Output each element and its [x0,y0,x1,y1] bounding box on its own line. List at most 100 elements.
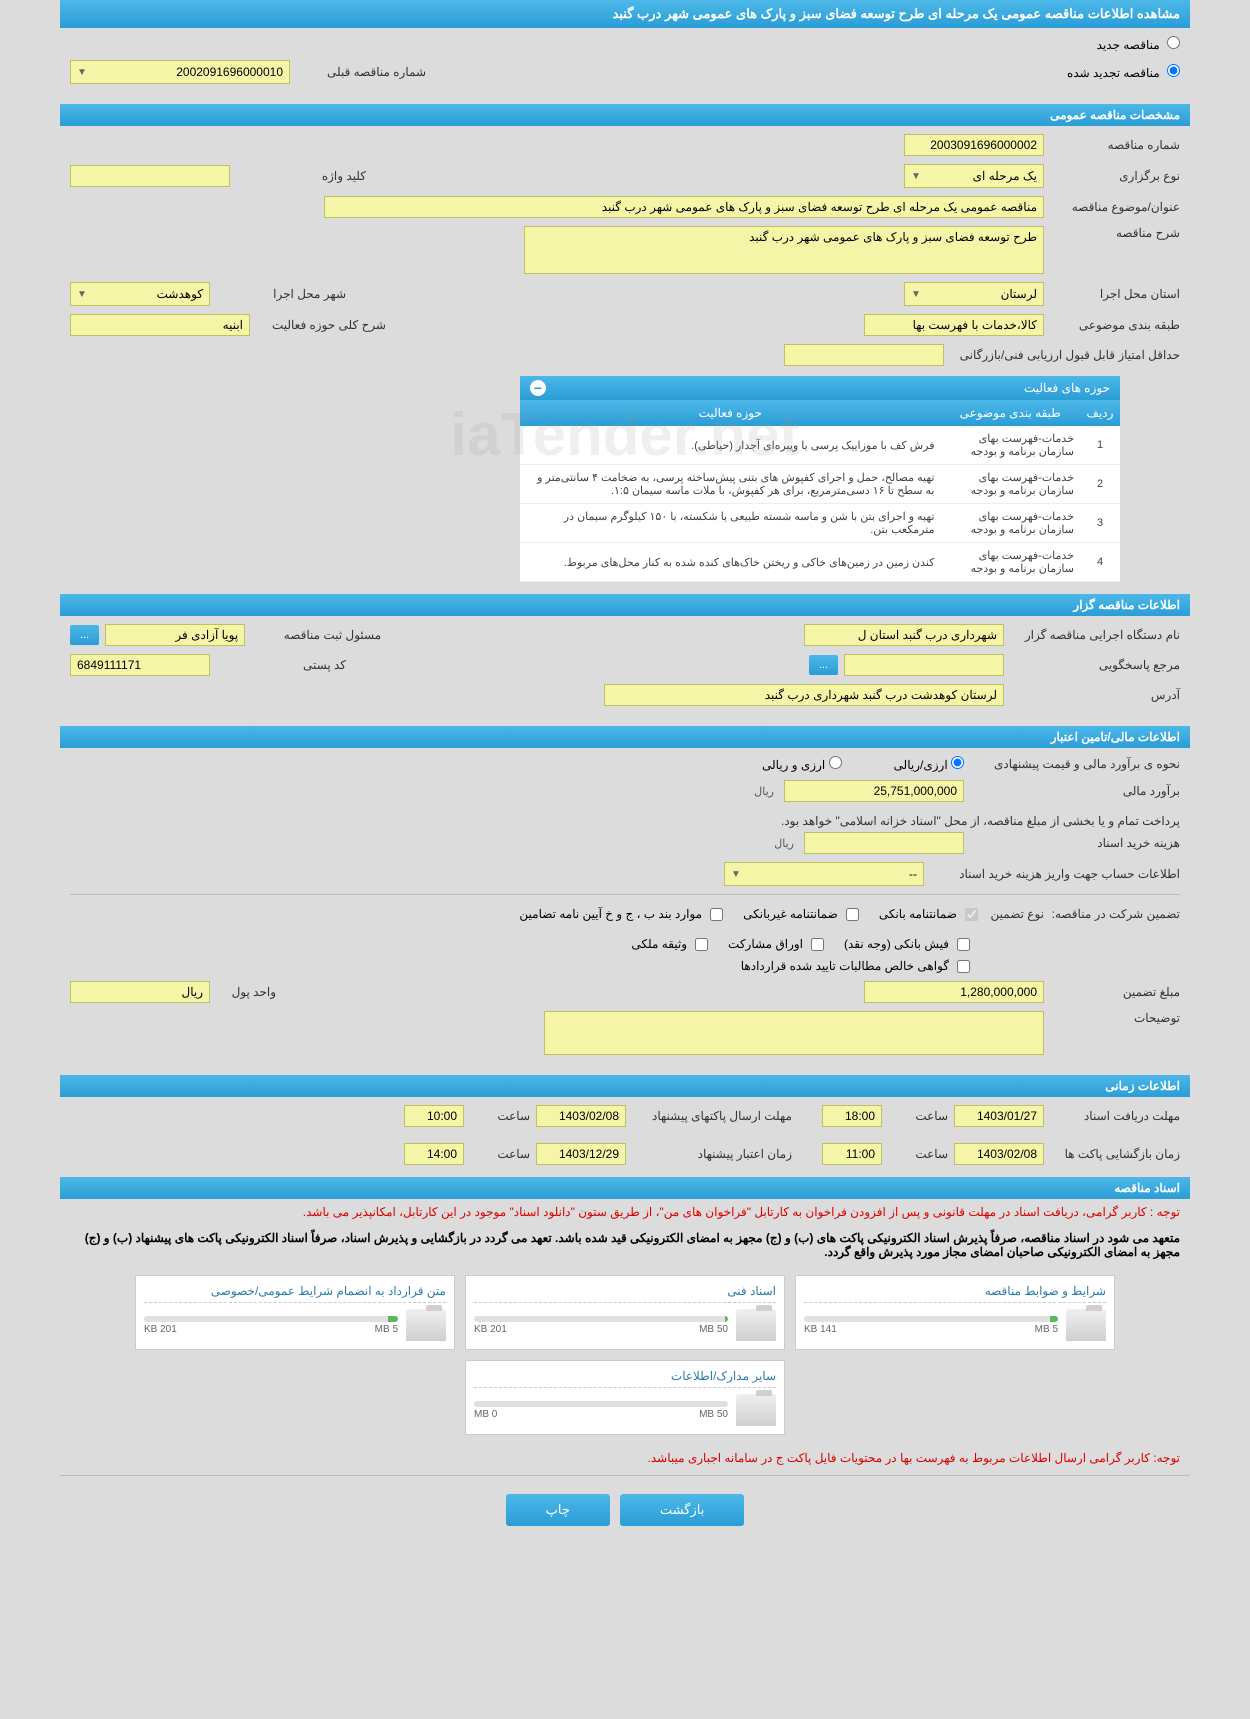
file-title: اسناد فنی [474,1284,776,1303]
account-select[interactable]: --▼ [724,862,924,886]
prev-tender-label: شماره مناقصه قبلی [296,65,426,79]
reg-officer: پویا آزادی فر [105,624,245,646]
section-docs: اسناد مناقصه [60,1177,1190,1199]
subject-label: عنوان/موضوع مناقصه [1050,200,1180,214]
table-row: 4خدمات-فهرست بهای سازمان برنامه و بودجهک… [520,543,1120,582]
ref-label: مرجع پاسخگویی [1010,658,1180,672]
submit-label: مهلت ارسال پاکتهای پیشنهاد [632,1109,792,1123]
guarantee-type-label: نوع تضمین [984,907,1044,921]
gopt6[interactable]: وثیقه ملکی [631,937,708,951]
file-card[interactable]: شرایط و ضوابط مناقصه 5 MB141 KB [795,1275,1115,1350]
keyword-label: کلید واژه [236,169,366,183]
valid-time: 14:00 [404,1143,464,1165]
section-time: اطلاعات زمانی [60,1075,1190,1097]
address-label: آدرس [1010,688,1180,702]
gopt5[interactable]: اوراق مشارکت [728,937,824,951]
estimate-label: برآورد مالی [970,784,1180,798]
cost [804,832,964,854]
table-row: 1خدمات-فهرست بهای سازمان برنامه و بودجهف… [520,426,1120,465]
deadline-label: مهلت دریافت اسناد [1050,1109,1180,1123]
ref-more-button[interactable]: ... [809,655,838,675]
reg-officer-label: مسئول ثبت مناقصه [251,628,381,642]
gopt1[interactable]: ضمانتنامه بانکی [879,907,978,921]
desc-label: شرح مناقصه [1050,226,1180,240]
activity-desc: ابنیه [70,314,250,336]
type-select[interactable]: یک مرحله ای▼ [904,164,1044,188]
g-amount: 1,280,000,000 [864,981,1044,1003]
min-score-label: حداقل امتیاز قابل قبول ارزیابی فنی/بازرگ… [950,348,1180,362]
print-button[interactable]: چاپ [506,1494,610,1526]
radio-renewed[interactable] [1167,64,1180,77]
col-act: حوزه فعالیت [520,400,940,426]
submit-time: 10:00 [404,1105,464,1127]
folder-icon [1066,1309,1106,1341]
notice-3: توجه: کاربر گرامی ارسال اطلاعات مربوط به… [60,1445,1190,1471]
col-cat: طبقه بندی موضوعی [940,400,1080,426]
open-label: زمان بازگشایی پاکت ها [1050,1147,1180,1161]
estimate: 25,751,000,000 [784,780,964,802]
gopt7[interactable]: گواهی خالص مطالبات تایید شده قراردادها [741,959,970,973]
time-lbl-4: ساعت [470,1147,530,1161]
postal-label: کد پستی [216,658,346,672]
file-card[interactable]: سایر مدارک/اطلاعات 50 MB0 MB [465,1360,785,1435]
g-unit: ریال [70,981,210,1003]
org-label: نام دستگاه اجرایی مناقصه گزار [1010,628,1180,642]
rial-radio-label[interactable]: ارزی/ریالی [894,756,964,772]
time-lbl-2: ساعت [470,1109,530,1123]
collapse-icon[interactable]: − [530,380,546,396]
radio-renewed-label[interactable]: مناقصه تجدید شده [1067,64,1180,80]
gopt3[interactable]: موارد بند ب ، ج و خ آیین نامه تضامین [519,907,723,921]
page-title: مشاهده اطلاعات مناقصه عمومی یک مرحله ای … [60,0,1190,28]
rial-unit-2: ریال [774,837,794,850]
activity-desc-label: شرح کلی حوزه فعالیت [256,318,386,332]
table-row: 2خدمات-فهرست بهای سازمان برنامه و بودجهت… [520,465,1120,504]
min-score [784,344,944,366]
valid-label: زمان اعتبار پیشنهاد [632,1147,792,1161]
rial-radio[interactable] [951,756,964,769]
province-select[interactable]: لرستان▼ [904,282,1044,306]
postal: 6849111171 [70,654,210,676]
keyword [70,165,230,187]
file-title: متن قرارداد به انضمام شرایط عمومی/خصوصی [144,1284,446,1303]
org: شهرداری درب گنبد استان ل [804,624,1004,646]
category-label: طبقه بندی موضوعی [1050,318,1180,332]
finance-note: پرداخت تمام و یا بخشی از مبلغ مناقصه، از… [70,810,1180,832]
open-time: 11:00 [822,1143,882,1165]
method-label: نحوه ی برآورد مالی و قیمت پیشنهادی [970,757,1180,771]
guarantee-label: تضمین شرکت در مناقصه: [1050,907,1180,921]
currency-radio-label[interactable]: ارزی و ریالی [762,756,842,772]
category: کالا،خدمات با فهرست بها [864,314,1044,336]
radio-new[interactable] [1167,36,1180,49]
folder-icon [406,1309,446,1341]
folder-icon [736,1394,776,1426]
subject: مناقصه عمومی یک مرحله ای طرح توسعه فضای … [324,196,1044,218]
activity-table: ردیف طبقه بندی موضوعی حوزه فعالیت 1خدمات… [520,400,1120,582]
prev-tender-select[interactable]: 2002091696000010▼ [70,60,290,84]
notice-2: متعهد می شود در اسناد مناقصه، صرفاً پذیر… [60,1225,1190,1265]
file-card[interactable]: اسناد فنی 50 MB201 KB [465,1275,785,1350]
deadline-date: 1403/01/27 [954,1105,1044,1127]
province-label: استان محل اجرا [1050,287,1180,301]
g-desc-label: توضیحات [1050,1011,1180,1025]
currency-radio[interactable] [829,756,842,769]
desc: طرح توسعه فضای سبز و پارک های عمومی شهر … [524,226,1044,274]
gopt2[interactable]: ضمانتنامه غیربانکی [743,907,859,921]
file-card[interactable]: متن قرارداد به انضمام شرایط عمومی/خصوصی … [135,1275,455,1350]
gopt4[interactable]: فیش بانکی (وجه نقد) [844,937,970,951]
city-select[interactable]: کوهدشت▼ [70,282,210,306]
activity-header: حوزه های فعالیت − [520,376,1120,400]
city-label: شهر محل اجرا [216,287,346,301]
col-idx: ردیف [1080,400,1120,426]
account-label: اطلاعات حساب جهت واریز هزینه خرید اسناد [930,867,1180,881]
deadline-time: 18:00 [822,1105,882,1127]
submit-date: 1403/02/08 [536,1105,626,1127]
back-button[interactable]: بازگشت [620,1494,744,1526]
file-title: شرایط و ضوابط مناقصه [804,1284,1106,1303]
type-label: نوع برگزاری [1050,169,1180,183]
notice-1: توجه : کاربر گرامی، دریافت اسناد در مهلت… [60,1199,1190,1225]
g-unit-label: واحد پول [216,985,276,999]
radio-new-label[interactable]: مناقصه جدید [1097,36,1180,52]
section-owner: اطلاعات مناقصه گزار [60,594,1190,616]
more-button[interactable]: ... [70,625,99,645]
section-finance: اطلاعات مالی/تامین اعتبار [60,726,1190,748]
